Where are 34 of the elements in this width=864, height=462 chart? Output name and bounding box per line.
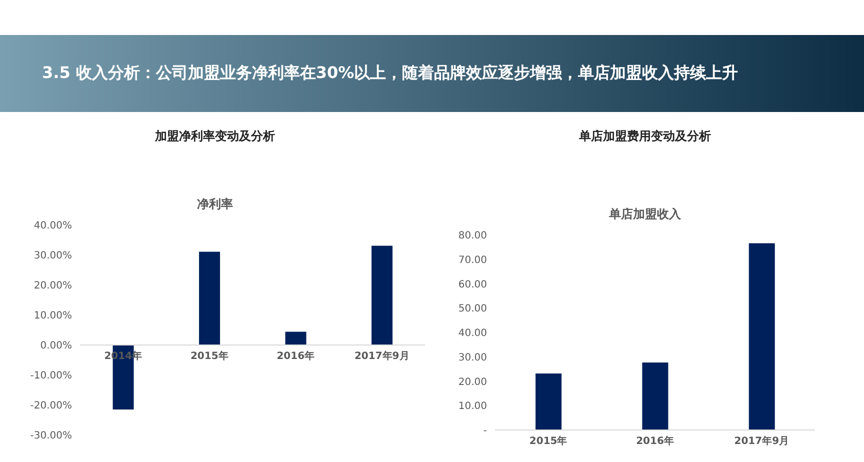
y-tick-label: -20.00% (30, 400, 72, 412)
bar (199, 252, 220, 345)
chart-subtitle: 单店加盟收入 (608, 206, 682, 223)
chart-title: 单店加盟费用变动及分析 (578, 128, 712, 145)
y-tick-label: 80.00 (458, 230, 487, 242)
y-tick-label: 20.00 (458, 376, 487, 388)
y-tick-label: 10.00 (458, 401, 487, 412)
chart-subtitle: 净利率 (196, 196, 234, 213)
y-tick-label: 40.00% (34, 220, 72, 232)
chart-title: 加盟净利率变动及分析 (154, 128, 276, 145)
y-tick-label: 50.00 (458, 304, 487, 315)
x-tick-label: 2017年9月 (354, 350, 410, 362)
y-tick-label: 0.00% (40, 340, 72, 352)
y-tick-label: 30.00% (34, 250, 72, 262)
x-tick-label: 2017年9月 (734, 435, 790, 447)
y-tick-label: -30.00% (30, 430, 72, 442)
bar (372, 246, 393, 345)
x-tick-label: 2015年 (529, 435, 568, 447)
bar (285, 332, 306, 345)
bar (536, 373, 562, 430)
text: 3.5 收入分析：公司加盟业务净利率在30%以上，随着品牌效应逐步增强，单店加盟收入持续上升 (0, 35, 864, 112)
x-tick-label: 2016年 (636, 435, 674, 447)
y-tick-label: 30.00 (458, 352, 487, 364)
bar (748, 243, 775, 430)
y-tick-label: 60.00 (458, 279, 487, 290)
x-tick-label: 2015年 (190, 350, 228, 362)
y-tick-label: 40.00 (458, 328, 487, 340)
x-tick-label: 2016年 (276, 350, 315, 362)
y-tick-label: -10.00% (30, 370, 72, 382)
y-tick-label: - (483, 426, 488, 437)
bar (642, 362, 668, 430)
y-tick-label: 10.00% (34, 310, 72, 322)
y-tick-label: 70.00 (458, 254, 487, 266)
y-tick-label: 20.00% (34, 280, 72, 292)
